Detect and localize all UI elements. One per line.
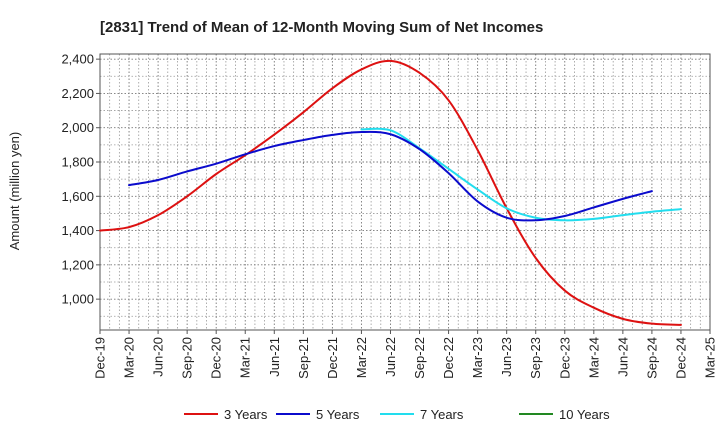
- x-tick-label: Mar-23: [470, 337, 485, 378]
- x-tick-label: Dec-19: [93, 337, 108, 379]
- y-axis-label: Amount (million yen): [7, 132, 22, 251]
- x-tick-label: Jun-20: [151, 337, 166, 377]
- x-tick-label: Jun-21: [267, 337, 282, 377]
- x-tick-label: Dec-20: [209, 337, 224, 379]
- legend: 3 Years 5 Years 7 Years 10 Years: [184, 407, 610, 422]
- x-tick-label: Sep-20: [180, 337, 195, 379]
- series-lines: [99, 59, 682, 326]
- plot-area: [99, 53, 711, 331]
- legend-label-3-years: 3 Years: [224, 407, 268, 422]
- chart-title: [2831] Trend of Mean of 12-Month Moving …: [100, 19, 543, 36]
- y-tick-label: 2,000: [61, 120, 94, 135]
- y-tick-label: 2,200: [61, 86, 94, 101]
- legend-label-5-years: 5 Years: [316, 407, 360, 422]
- y-tick-label: 1,000: [61, 292, 94, 307]
- x-tick-label: Mar-22: [354, 337, 369, 378]
- legend-label-10-years: 10 Years: [559, 407, 610, 422]
- x-tick-label: Sep-21: [296, 337, 311, 379]
- x-tick-label: Dec-22: [441, 337, 456, 379]
- x-tick-label: Dec-24: [673, 337, 688, 379]
- x-tick-label: Mar-20: [122, 337, 137, 378]
- x-tick-label: Sep-24: [644, 337, 659, 379]
- x-axis-ticks: Dec-19 Mar-20 Jun-20 Sep-20 Dec-20 Mar-21 Jun-…: [93, 330, 718, 379]
- x-tick-label: Mar-24: [586, 337, 601, 378]
- x-tick-label: Jun-24: [615, 337, 630, 377]
- x-tick-label: Jun-22: [383, 337, 398, 377]
- series-line-3-years: [99, 59, 682, 326]
- y-tick-label: 1,600: [61, 189, 94, 204]
- y-tick-label: 1,800: [61, 155, 94, 170]
- x-tick-label: Sep-23: [528, 337, 543, 379]
- x-tick-label: Mar-21: [238, 337, 253, 378]
- x-tick-label: Sep-22: [412, 337, 427, 379]
- y-axis-ticks: 1,000 1,200 1,400 1,600 1,800 2,000 2,200 2,400: [61, 52, 100, 307]
- x-tick-label: Mar-25: [703, 337, 718, 378]
- x-tick-label: Dec-21: [325, 337, 340, 379]
- x-tick-label: Jun-23: [499, 337, 514, 377]
- y-tick-label: 2,400: [61, 52, 94, 67]
- y-tick-label: 1,200: [61, 257, 94, 272]
- y-tick-label: 1,400: [61, 223, 94, 238]
- legend-label-7-years: 7 Years: [420, 407, 464, 422]
- gridlines: [100, 54, 710, 330]
- series-line-5-years: [128, 130, 653, 222]
- x-tick-label: Dec-23: [557, 337, 572, 379]
